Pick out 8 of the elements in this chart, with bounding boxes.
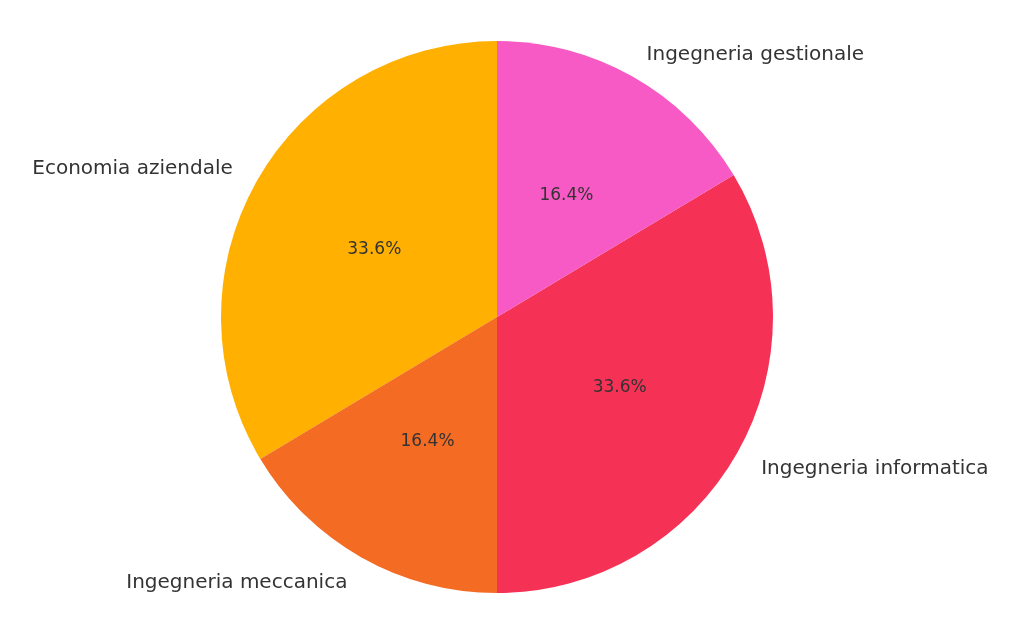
data-label: 16.4% [400, 429, 455, 450]
slice-label: Ingegneria meccanica [126, 569, 348, 594]
slice-label: Ingegneria gestionale [646, 40, 865, 65]
data-label: 33.6% [347, 237, 402, 258]
data-label: 16.4% [539, 184, 594, 205]
slice-label: Ingegneria informatica [761, 454, 989, 479]
data-label: 33.6% [592, 376, 647, 397]
slice-label: Economia aziendale [32, 155, 233, 180]
